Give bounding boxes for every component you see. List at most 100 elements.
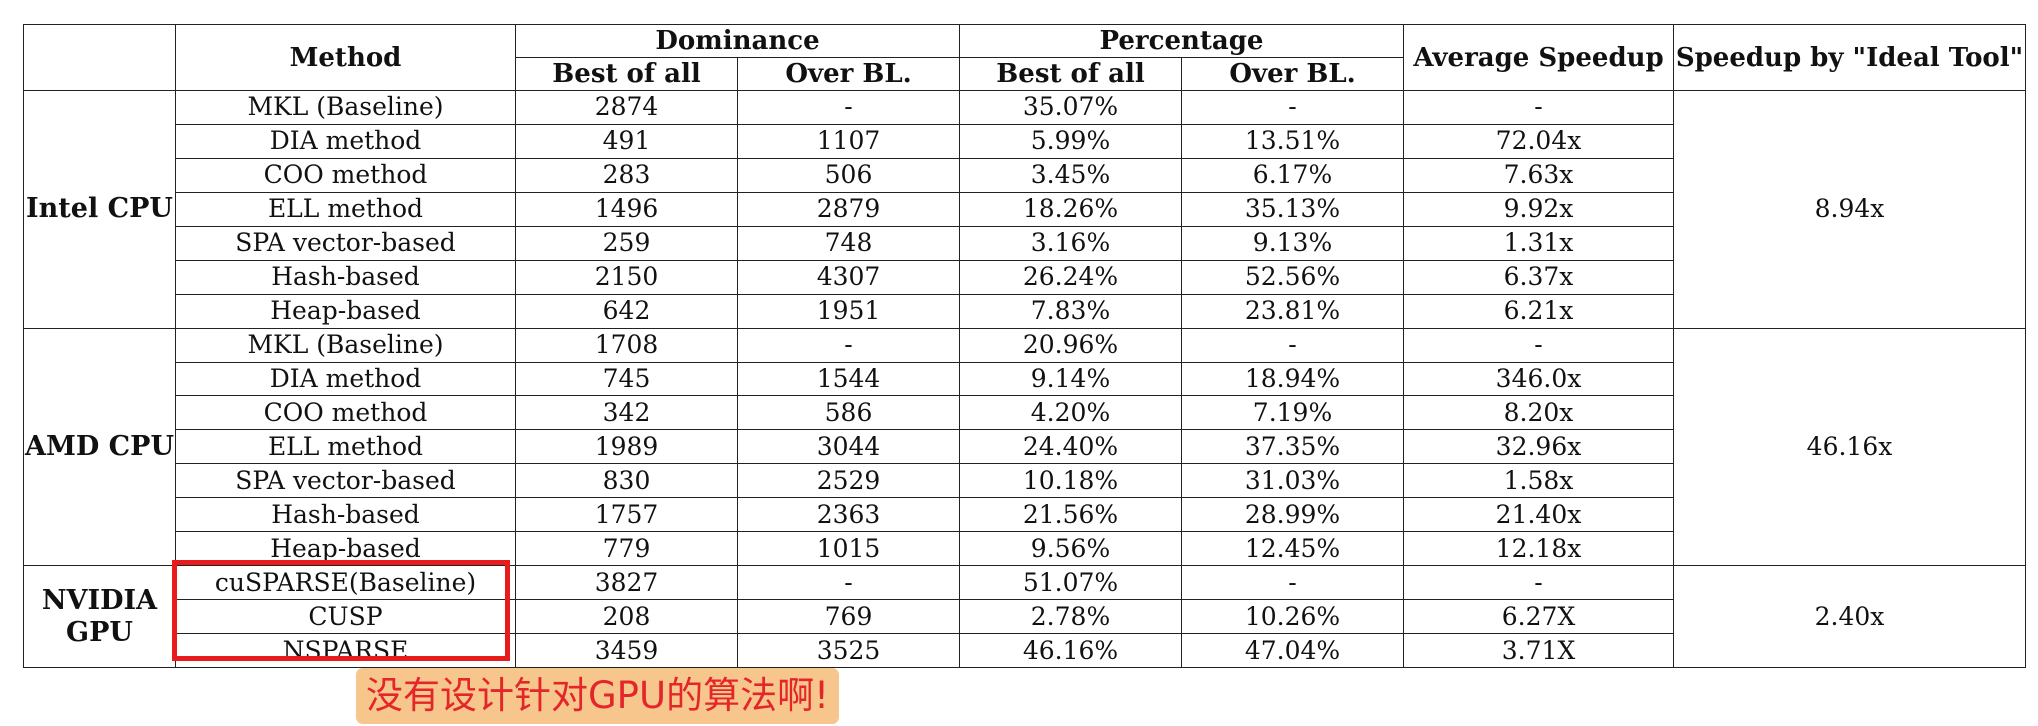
header-percentage-best: Best of all: [959, 57, 1182, 91]
annotation-label: 没有设计针对GPU的算法啊!: [356, 668, 839, 724]
cell-dominance-over-bl: -: [737, 565, 960, 601]
cell-dominance-best: 1757: [515, 497, 738, 533]
table-row: ELL method 1989 3044 24.40% 37.35% 32.96x: [24, 429, 2026, 465]
cell-dominance-best: 3459: [515, 633, 738, 668]
table-row: DIA method 745 1544 9.14% 18.94% 346.0x: [24, 361, 2026, 397]
cell-percentage-over-bl: 37.35%: [1180, 429, 1405, 465]
cell-dominance-over-bl: 2879: [737, 191, 960, 227]
table-row: AMD CPU MKL (Baseline) 1708-20.96% - -46.16x: [23, 327, 2027, 567]
header-average-speedup: Average Speedup: [1403, 24, 1675, 91]
cell-percentage-over-bl: 12.45%: [1180, 531, 1405, 567]
cell-dominance-over-bl: 3525: [737, 633, 960, 668]
cell-method: CUSP: [175, 599, 516, 634]
cell-dominance-over-bl: 748: [737, 225, 960, 261]
header-dominance: Dominance: [515, 24, 960, 58]
cell-dominance-over-bl: 3044: [737, 429, 960, 465]
cell-method: Heap-based: [175, 531, 516, 567]
cell-percentage-best: 4.20%: [959, 395, 1182, 431]
table-row: NSPARSE 3459 3525 46.16% 47.04% 3.71X: [24, 633, 2026, 668]
table-row: Heap-based 779 1015 9.56% 12.45% 12.18x: [24, 531, 2026, 567]
header-method: Method: [175, 24, 516, 91]
cell-ideal-speedup: 46.16x: [1673, 327, 2027, 567]
cell-percentage-best: 26.24%: [959, 259, 1182, 295]
cell-method: SPA vector-based: [175, 463, 516, 499]
cell-dominance-over-bl: 769: [737, 599, 960, 634]
header-dominance-over-bl: Over BL.: [737, 57, 960, 91]
cell-average-speedup: 346.0x: [1403, 361, 1675, 397]
header-dominance-best: Best of all: [515, 57, 738, 91]
cell-percentage-best: 51.07%: [959, 565, 1182, 601]
table-row: DIA method 491 1107 5.99% 13.51% 72.04x: [24, 123, 2026, 159]
cell-percentage-over-bl: 23.81%: [1180, 293, 1405, 329]
cell-average-speedup: -: [1403, 90, 1675, 125]
cell-ideal-speedup: 8.94x: [1673, 90, 2027, 329]
cell-method: Hash-based: [175, 497, 516, 533]
cell-average-speedup: 72.04x: [1403, 123, 1675, 159]
cell-percentage-over-bl: 6.17%: [1180, 157, 1405, 193]
cell-method: DIA method: [175, 361, 516, 397]
cell-percentage-best: 9.56%: [959, 531, 1182, 567]
cell-percentage-over-bl: -: [1180, 327, 1405, 363]
cell-dominance-over-bl: 2529: [737, 463, 960, 499]
cell-percentage-best: 7.83%: [959, 293, 1182, 329]
table-row: SPA vector-based 259 748 3.16% 9.13% 1.31x: [24, 225, 2026, 261]
header-empty: [23, 24, 176, 91]
cell-dominance-over-bl: 586: [737, 395, 960, 431]
cell-dominance-best: 2874: [515, 90, 738, 125]
cell-dominance-best: 1496: [515, 191, 738, 227]
cell-percentage-over-bl: -: [1180, 565, 1405, 601]
cell-average-speedup: 6.27X: [1403, 599, 1675, 634]
header-row-top: Method Dominance Percentage Average Spee…: [23, 24, 2027, 91]
cell-average-speedup: 3.71X: [1403, 633, 1675, 668]
group-label: Intel CPU: [23, 90, 176, 329]
cell-percentage-best: 2.78%: [959, 599, 1182, 634]
cell-dominance-over-bl: 1107: [737, 123, 960, 159]
cell-dominance-over-bl: -: [737, 90, 960, 125]
cell-percentage-best: 18.26%: [959, 191, 1182, 227]
cell-dominance-over-bl: 1015: [737, 531, 960, 567]
cell-dominance-best: 1708: [515, 327, 738, 363]
cell-average-speedup: 6.37x: [1403, 259, 1675, 295]
cell-dominance-over-bl: 4307: [737, 259, 960, 295]
cell-dominance-best: 1989: [515, 429, 738, 465]
cell-average-speedup: -: [1403, 565, 1675, 601]
cell-average-speedup: 1.31x: [1403, 225, 1675, 261]
cell-dominance-best: 491: [515, 123, 738, 159]
cell-method: COO method: [175, 395, 516, 431]
cell-dominance-best: 745: [515, 361, 738, 397]
cell-method: Heap-based: [175, 293, 516, 329]
header-row-sub: Best of all Over BL. Best of all Over BL…: [24, 57, 2026, 91]
cell-dominance-best: 342: [515, 395, 738, 431]
cell-percentage-best: 5.99%: [959, 123, 1182, 159]
header-percentage: Percentage: [958, 24, 1405, 58]
header-percentage-over-bl: Over BL.: [1180, 57, 1405, 91]
group-label: AMD CPU: [23, 327, 176, 567]
cell-percentage-best: 46.16%: [959, 633, 1182, 668]
cell-dominance-best: 2150: [515, 259, 738, 295]
cell-dominance-over-bl: -: [737, 327, 960, 363]
cell-percentage-best: 3.45%: [959, 157, 1182, 193]
cell-average-speedup: 6.21x: [1403, 293, 1675, 329]
cell-percentage-over-bl: 10.26%: [1180, 599, 1405, 634]
cell-method: DIA method: [175, 123, 516, 159]
cell-method: SPA vector-based: [175, 225, 516, 261]
cell-ideal-speedup: 2.40x: [1673, 565, 2027, 668]
cell-percentage-over-bl: 52.56%: [1180, 259, 1405, 295]
cell-percentage-over-bl: 28.99%: [1180, 497, 1405, 533]
cell-dominance-over-bl: 1951: [737, 293, 960, 329]
cell-percentage-over-bl: 35.13%: [1180, 191, 1405, 227]
cell-percentage-best: 3.16%: [959, 225, 1182, 261]
cell-percentage-over-bl: 13.51%: [1180, 123, 1405, 159]
table-row: COO method 283 506 3.45% 6.17% 7.63x: [24, 157, 2026, 193]
cell-percentage-over-bl: 31.03%: [1180, 463, 1405, 499]
cell-average-speedup: -: [1403, 327, 1675, 363]
cell-percentage-over-bl: -: [1180, 90, 1405, 125]
cell-percentage-over-bl: 7.19%: [1180, 395, 1405, 431]
cell-method: MKL (Baseline): [175, 327, 516, 363]
table-row: Intel CPU MKL (Baseline) 2874-35.07% - -8.94…: [23, 90, 2027, 329]
cell-percentage-best: 9.14%: [959, 361, 1182, 397]
speedup-table: Method Dominance Percentage Average Spee…: [23, 24, 2027, 668]
header-ideal-speedup: Speedup by "Ideal Tool": [1673, 24, 2027, 91]
table-row: Heap-based 642 1951 7.83% 23.81% 6.21x: [24, 293, 2026, 329]
cell-average-speedup: 1.58x: [1403, 463, 1675, 499]
